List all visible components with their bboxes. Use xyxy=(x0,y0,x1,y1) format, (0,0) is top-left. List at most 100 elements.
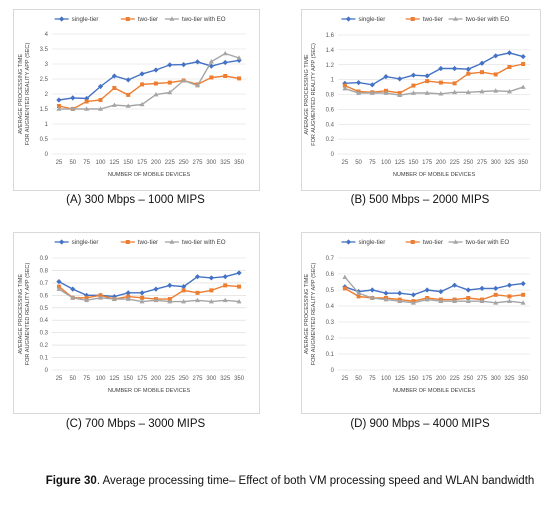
data-point xyxy=(342,274,348,279)
data-point xyxy=(153,297,159,303)
data-point xyxy=(236,270,242,276)
x-tick-label: 175 xyxy=(422,376,433,382)
y-tick-label: 1 xyxy=(45,122,49,128)
x-tick-label: 175 xyxy=(137,160,148,166)
data-point xyxy=(506,282,513,288)
data-point xyxy=(424,90,430,95)
y-tick-label: 2 xyxy=(45,92,49,98)
data-point xyxy=(56,279,62,285)
data-point xyxy=(208,275,214,281)
y-tick-label: 1.2 xyxy=(326,63,335,69)
x-tick-label: 250 xyxy=(463,160,474,166)
data-point xyxy=(520,84,526,89)
data-point xyxy=(111,102,117,107)
figure-caption-text: . Average processing time– Effect of bot… xyxy=(96,475,535,487)
data-point xyxy=(465,89,471,95)
data-point xyxy=(140,82,145,87)
y-tick-label: 0.1 xyxy=(326,352,335,358)
y-tick-label: 1.6 xyxy=(326,33,335,39)
x-tick-label: 125 xyxy=(395,376,406,382)
x-tick-label: 300 xyxy=(206,376,217,382)
data-point xyxy=(236,298,242,304)
y-tick-label: 2.5 xyxy=(40,77,49,83)
y-axis-label: AVERAGE PROCESSING TIME xyxy=(304,274,310,355)
chart-panel-d xyxy=(301,232,541,414)
data-point xyxy=(126,92,131,97)
series-line xyxy=(58,52,240,110)
legend-label: two-tier xyxy=(138,16,158,23)
x-tick-label: 300 xyxy=(206,160,217,166)
y-axis-label: AVERAGE PROCESSING TIME xyxy=(304,54,310,135)
x-tick-label: 225 xyxy=(165,160,176,166)
legend-label: single-tier xyxy=(358,16,385,23)
data-point xyxy=(383,290,389,296)
data-point xyxy=(70,106,76,111)
x-tick-label: 275 xyxy=(192,160,203,166)
caption-d: (D) 900 Mbps – 4000 MIPS xyxy=(350,418,490,430)
data-point xyxy=(438,65,444,72)
y-tick-label: 0.5 xyxy=(40,306,49,312)
chart-panel-a xyxy=(13,9,260,191)
data-point xyxy=(397,298,403,303)
x-axis-label: NUMBER OF MOBILE DEVICES xyxy=(393,172,476,178)
data-point xyxy=(209,75,214,80)
legend-marker xyxy=(125,17,130,21)
data-point xyxy=(410,72,417,78)
data-point xyxy=(111,73,117,79)
data-point xyxy=(98,295,103,300)
data-point xyxy=(56,286,62,291)
data-point xyxy=(493,292,498,297)
y-tick-label: 0.2 xyxy=(326,137,335,143)
chart-c: 0 0.1 0.2 0.3 0.4 0.5 0.6 0.7 0.8 0.9 25 50 75 100 125… xyxy=(18,239,246,394)
series-line xyxy=(58,288,240,303)
data-point xyxy=(139,71,145,77)
data-point xyxy=(195,83,200,88)
data-point xyxy=(397,92,403,98)
data-point xyxy=(153,67,159,73)
data-point xyxy=(56,104,61,108)
x-tick-label: 300 xyxy=(491,376,502,382)
y-tick-label: 1.5 xyxy=(40,107,49,113)
data-point xyxy=(369,82,375,88)
data-point xyxy=(521,62,526,67)
data-point xyxy=(397,76,403,82)
data-point xyxy=(222,297,228,303)
data-point xyxy=(438,80,443,85)
legend-marker xyxy=(59,16,65,22)
x-tick-label: 25 xyxy=(56,160,63,166)
data-point xyxy=(181,298,187,304)
data-point xyxy=(452,89,458,95)
data-point xyxy=(493,88,499,93)
y-tick-label: 0.3 xyxy=(40,331,49,337)
data-point xyxy=(451,282,458,288)
data-point xyxy=(153,286,159,292)
x-tick-label: 200 xyxy=(151,160,162,166)
legend-marker xyxy=(125,240,130,244)
x-tick-label: 25 xyxy=(342,376,349,382)
x-tick-label: 275 xyxy=(477,160,488,166)
data-point xyxy=(98,106,103,111)
x-tick-label: 75 xyxy=(369,160,376,166)
y-tick-label: 0.5 xyxy=(40,137,49,143)
legend-label: single-tier xyxy=(72,16,99,23)
data-point xyxy=(410,300,416,305)
series-two-tier xyxy=(342,62,526,96)
data-point xyxy=(342,85,348,91)
x-tick-label: 50 xyxy=(69,160,76,166)
data-point xyxy=(139,101,145,107)
data-point xyxy=(520,281,526,287)
data-point xyxy=(410,292,417,298)
caption-c: (C) 700 Mbps – 3000 MIPS xyxy=(65,418,206,430)
y-tick-label: 0 xyxy=(331,152,335,158)
data-point xyxy=(356,294,361,299)
series-two-tier-with-EO xyxy=(342,274,526,305)
series-single-tier xyxy=(56,270,242,300)
data-point xyxy=(70,286,76,292)
x-tick-label: 175 xyxy=(422,160,433,166)
chart-b: 0 0.2 0.4 0.6 0.8 1 1.2 1.4 1.6 25 50 75 100 125 150 17… xyxy=(304,16,530,178)
data-point xyxy=(125,290,131,296)
x-tick-label: 75 xyxy=(83,376,90,382)
data-point xyxy=(70,95,76,101)
x-tick-label: 100 xyxy=(381,160,392,166)
